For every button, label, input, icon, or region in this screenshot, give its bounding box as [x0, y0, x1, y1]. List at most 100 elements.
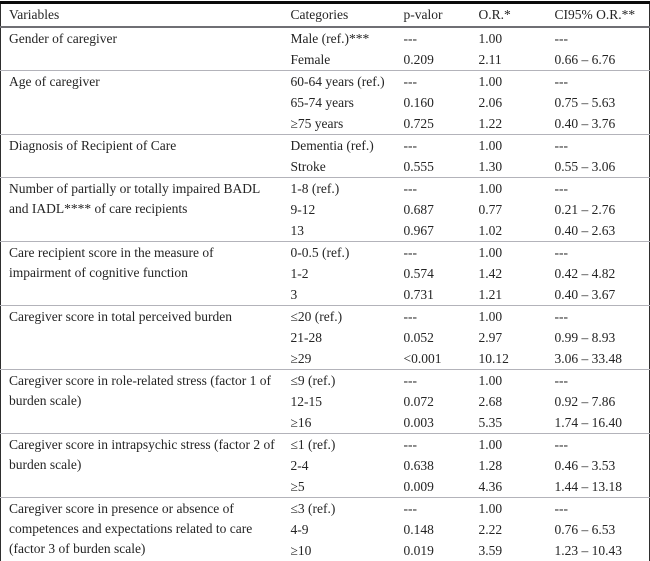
p-valor-cell: 0.638: [403, 457, 434, 473]
p-valor-cell: 0.687: [403, 201, 434, 217]
p-valor-cell: 0.148: [403, 521, 434, 537]
p-valor-cell: 0.725: [403, 115, 434, 131]
odds-ratio-cell: 2.68: [478, 393, 503, 409]
odds-ratio-cell: 1.00: [470, 134, 547, 156]
p-valor-cell: ---: [395, 433, 471, 455]
table-row: Female 0.209 2.11 0.66 – 6.76: [1, 49, 650, 71]
odds-ratio-cell: 1.00: [470, 369, 547, 391]
ci95-cell: 3.06 – 33.48: [554, 350, 623, 366]
category-cell: ≤9 (ref.): [282, 369, 396, 391]
header-categories: Categories: [282, 2, 396, 28]
p-valor-cell: 0.731: [403, 286, 434, 302]
table-row: 3 0.731 1.21 0.40 – 3.67: [1, 284, 650, 306]
table-row: Caregiver score in total perceived burde…: [0, 305, 650, 370]
odds-ratio-cell: 4.36: [478, 478, 503, 494]
variable-cell: Caregiver score in role-related stress (…: [0, 369, 283, 434]
odds-ratio-cell: 1.02: [478, 222, 503, 238]
odds-ratio-cell: 1.28: [478, 457, 503, 473]
odds-ratio-cell: 2.06: [478, 94, 503, 110]
ci95-cell: 0.76 – 6.53: [554, 521, 616, 537]
ci95-cell: 0.99 – 8.93: [554, 329, 616, 345]
p-valor-cell: ---: [395, 241, 471, 263]
p-valor-cell: 0.072: [403, 393, 434, 409]
odds-ratio-cell: 2.11: [478, 51, 502, 67]
odds-ratio-cell: 1.42: [478, 265, 503, 281]
category-cell: ≥29: [290, 350, 312, 366]
table-header: Variables Categories p-valor O.R.* CI95%…: [0, 2, 650, 28]
ci95-cell: 0.92 – 7.86: [554, 393, 616, 409]
header-odds-ratio: O.R.*: [470, 2, 547, 28]
category-cell: 3: [290, 286, 298, 302]
category-cell: ≥5: [290, 478, 305, 494]
variable-cell: Gender of caregiver: [9, 31, 117, 46]
table-row: 4-9 0.148 2.22 0.76 – 6.53: [1, 519, 650, 540]
odds-ratio-cell: 1.00: [470, 70, 547, 92]
odds-ratio-cell: 1.00: [470, 433, 547, 455]
category-cell: Female: [290, 51, 331, 67]
odds-ratio-cell: 0.77: [478, 201, 503, 217]
p-valor-cell: 0.209: [403, 51, 434, 67]
table-row: ≥29 <0.001 10.12 3.06 – 33.48: [1, 348, 650, 370]
category-cell: 12-15: [290, 393, 323, 409]
variable-cell: Care recipient score in the measure of i…: [0, 241, 283, 306]
category-cell: 21-28: [290, 329, 323, 345]
category-cell: 2-4: [290, 457, 309, 473]
p-valor-cell: ---: [395, 497, 471, 519]
ci95-cell: 0.40 – 3.67: [554, 286, 616, 302]
variable-cell: Caregiver score in total perceived burde…: [0, 305, 283, 370]
ci95-cell: ---: [546, 497, 650, 519]
ci95-cell: 0.46 – 3.53: [554, 457, 616, 473]
category-cell: 13: [290, 222, 305, 238]
category-cell: Dementia (ref.): [282, 134, 396, 156]
odds-ratio-cell: 1.00: [470, 497, 547, 519]
category-cell: 1-8 (ref.): [282, 177, 396, 199]
header-row: Variables Categories p-valor O.R.* CI95%…: [0, 2, 650, 28]
category-cell: Male (ref.)***: [290, 30, 370, 46]
odds-ratio-cell: 1.00: [470, 305, 547, 327]
header-p-valor: p-valor: [395, 2, 471, 28]
ci95-cell: ---: [546, 241, 650, 263]
table-row: Diagnosis of Recipient of Care Dementia (…: [0, 134, 650, 178]
p-valor-cell: 0.052: [403, 329, 434, 345]
odds-ratio-cell: 3.59: [478, 542, 503, 558]
table-row: 1-2 0.574 1.42 0.42 – 4.82: [1, 263, 650, 284]
odds-ratio-cell: 1.00: [478, 30, 503, 46]
category-cell: 0-0.5 (ref.): [282, 241, 396, 263]
category-cell: ≥16: [290, 414, 312, 430]
table-row: 12-15 0.072 2.68 0.92 – 7.86: [1, 391, 650, 412]
variable-cell: Diagnosis of Recipient of Care: [0, 134, 283, 178]
variable-cell: Number of partially or totally impaired …: [0, 177, 283, 242]
ci95-cell: 0.66 – 6.76: [554, 51, 616, 67]
category-cell: ≥10: [290, 542, 312, 558]
odds-ratio-cell: 1.21: [478, 286, 503, 302]
ci95-cell: ---: [546, 134, 650, 156]
table-row: Caregiver score in presence or absence o…: [0, 497, 650, 561]
ci95-cell: ---: [546, 305, 650, 327]
table-row: 21-28 0.052 2.97 0.99 – 8.93: [1, 327, 650, 348]
ci95-cell: ---: [546, 369, 650, 391]
category-cell: ≤3 (ref.): [282, 497, 396, 519]
category-cell: 60-64 years (ref.): [282, 70, 396, 92]
category-cell: ≥75 years: [290, 115, 344, 131]
p-valor-cell: ---: [403, 30, 418, 46]
odds-ratio-cell: 1.30: [478, 158, 503, 174]
p-valor-cell: 0.009: [403, 478, 434, 494]
p-valor-cell: ---: [395, 177, 471, 199]
category-cell: ≤1 (ref.): [282, 433, 396, 455]
p-valor-cell: 0.574: [403, 265, 434, 281]
p-valor-cell: ---: [395, 70, 471, 92]
table-row: Age of caregiver 60-64 years (ref.) --- 1.0…: [0, 70, 650, 135]
table-row: Number of partially or totally impaired …: [0, 177, 650, 242]
table-row: 9-12 0.687 0.77 0.21 – 2.76: [1, 199, 650, 220]
p-valor-cell: 0.160: [403, 94, 434, 110]
odds-ratio-cell: 10.12: [478, 350, 509, 366]
odds-ratio-cell: 2.22: [478, 521, 503, 537]
table-row: ≥75 years 0.725 1.22 0.40 – 3.76: [1, 113, 650, 135]
table-row: Care recipient score in the measure of i…: [0, 241, 650, 306]
p-valor-cell: 0.555: [403, 158, 434, 174]
header-ci95: CI95% O.R.**: [546, 2, 650, 28]
ci95-cell: ---: [546, 433, 650, 455]
table-row: 13 0.967 1.02 0.40 – 2.63: [1, 220, 650, 242]
odds-ratio-cell: 1.00: [470, 241, 547, 263]
